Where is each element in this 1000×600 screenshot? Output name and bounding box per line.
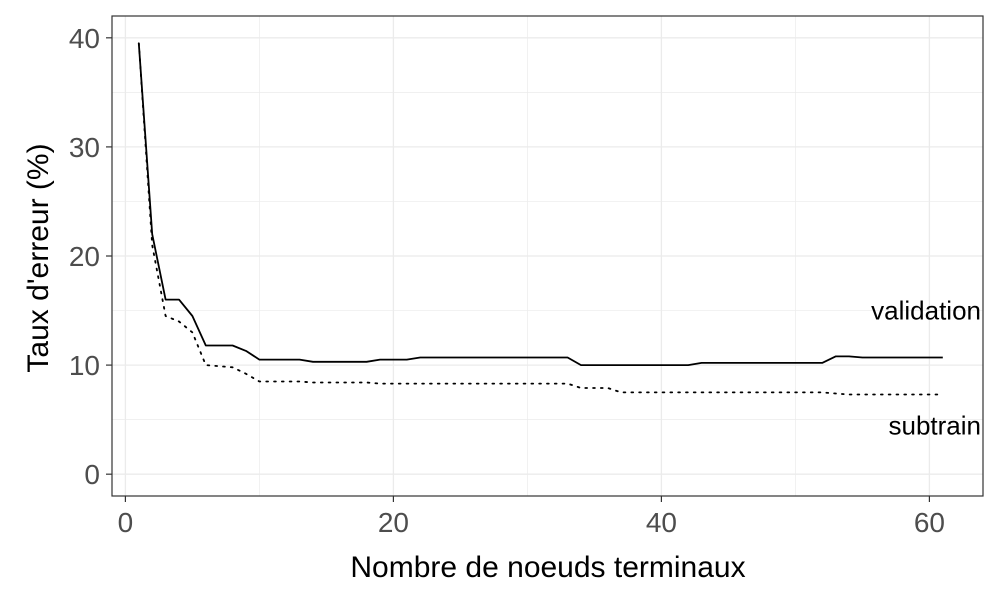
y-tick-label: 10	[69, 350, 100, 381]
x-tick-label: 40	[646, 507, 677, 538]
x-tick-label: 20	[378, 507, 409, 538]
series-lines	[137, 42, 944, 396]
y-axis-title: Taux d'erreur (%)	[22, 143, 55, 372]
series-label-validation: validation	[871, 295, 981, 325]
y-tick-label: 0	[84, 459, 100, 490]
y-tick-label: 20	[69, 241, 100, 272]
series-line-subtrain	[137, 42, 944, 396]
series-line-validation	[137, 43, 943, 367]
series-label-subtrain: subtrain	[889, 411, 982, 441]
grid	[112, 16, 983, 496]
x-axis-title: Nombre de noeuds terminaux	[350, 551, 745, 584]
y-tick-label: 30	[69, 132, 100, 163]
y-tick-label: 40	[69, 23, 100, 54]
x-tick-label: 0	[118, 507, 134, 538]
x-tick-label: 60	[914, 507, 945, 538]
series-labels: validation subtrain	[871, 295, 981, 440]
axis-ticks: 0 20 40 60 0 10 20 30 40	[69, 23, 945, 538]
